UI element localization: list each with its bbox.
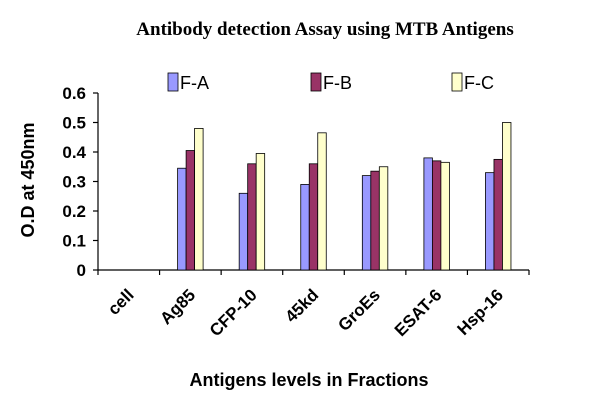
- legend: F-A F-B F-C: [167, 72, 494, 93]
- y-axis-label: O.D at 450nm: [18, 122, 38, 237]
- bar-f-c-hsp-16: [502, 122, 512, 271]
- bar-f-a-ag85: [177, 167, 187, 271]
- legend-swatch: [451, 72, 463, 92]
- chart-title: Antibody detection Assay using MTB Antig…: [136, 19, 513, 40]
- y-tick-label: 0.5: [62, 114, 86, 133]
- bar-f-a-groes: [361, 175, 372, 271]
- x-tick-label: GroEs: [334, 285, 384, 335]
- y-tick-label: 0.3: [62, 173, 86, 192]
- legend-label: F-A: [180, 73, 209, 93]
- x-tick-label: cell: [104, 285, 137, 318]
- x-axis-label: Antigens levels in Fractions: [189, 370, 428, 390]
- plot-area: 0 0.1 0.2 0.3 0.4 0.5 0.6 cell Ag85 CFP-10 45kd Gro…: [62, 84, 530, 340]
- y-tick-label: 0.1: [62, 232, 86, 251]
- y-tick-label: 0.4: [62, 143, 86, 162]
- x-tick-label: CFP-10: [206, 285, 261, 340]
- x-tick-label: 45kd: [281, 285, 322, 326]
- bar-f-a-cfp-10: [238, 192, 249, 271]
- bar-f-b-ag85: [185, 150, 196, 271]
- bar-f-b-hsp-16: [493, 158, 503, 271]
- bar-f-a-esat-6: [423, 157, 433, 271]
- bar-f-b-cfp-10: [247, 163, 257, 271]
- x-tick-label: Hsp-16: [454, 285, 508, 339]
- bar-f-c-cfp-10: [255, 153, 266, 271]
- bar-f-b-esat-6: [431, 160, 442, 271]
- legend-label: F-C: [464, 73, 494, 93]
- y-tick-label: 0.2: [62, 202, 86, 221]
- bar-f-b-groes: [370, 170, 380, 271]
- legend-swatch: [167, 72, 179, 92]
- bar-f-c-groes: [378, 166, 389, 271]
- legend-label: F-B: [323, 73, 352, 93]
- bar-f-c-ag85: [194, 127, 204, 271]
- y-tick-label: 0.6: [62, 84, 86, 103]
- bar-f-c-45kd: [317, 132, 327, 271]
- bar-f-c-esat-6: [440, 161, 450, 271]
- x-tick-label: Ag85: [156, 285, 199, 328]
- bar-f-a-hsp-16: [485, 172, 495, 271]
- x-tick-label: ESAT-6: [391, 285, 446, 340]
- y-tick-label: 0: [77, 261, 86, 280]
- bar-f-a-45kd: [300, 184, 310, 271]
- legend-swatch: [310, 72, 322, 92]
- bar-f-b-45kd: [308, 163, 319, 271]
